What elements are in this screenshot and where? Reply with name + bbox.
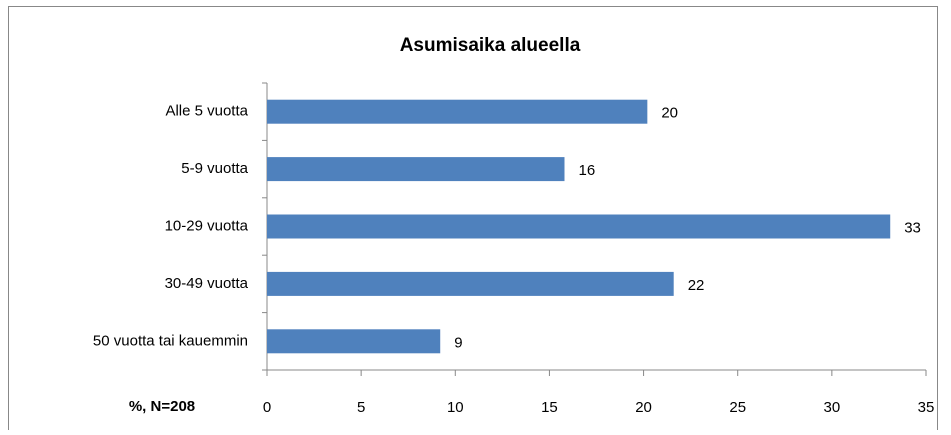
x-tick-label: 35 (918, 399, 935, 416)
bar (267, 214, 891, 239)
chart-title: Asumisaika alueella (400, 35, 581, 56)
bar (267, 99, 648, 124)
data-label: 33 (904, 219, 921, 236)
y-tick-label: Alle 5 vuotta (165, 103, 248, 120)
x-tick-label: 20 (635, 399, 652, 416)
data-label: 22 (688, 277, 705, 294)
x-tick-label: 10 (447, 399, 464, 416)
x-tick-label: 15 (541, 399, 558, 416)
x-tick-label: 5 (357, 399, 365, 416)
x-tick-label: 30 (824, 399, 841, 416)
bar (267, 271, 674, 296)
y-tick-label: 30-49 vuotta (165, 275, 249, 292)
x-tick-label: 25 (729, 399, 746, 416)
y-tick-label: 5-9 vuotta (181, 160, 248, 177)
bar (267, 329, 441, 354)
data-label: 20 (661, 105, 678, 122)
bar (267, 157, 565, 182)
x-tick-label: 0 (263, 399, 271, 416)
x-axis-label: %, N=208 (129, 398, 195, 415)
data-label: 16 (578, 162, 595, 179)
y-tick-label: 10-29 vuotta (165, 217, 249, 234)
y-tick-label: 50 vuotta tai kauemmin (93, 332, 248, 349)
chart-frame (8, 6, 938, 435)
data-label: 9 (454, 334, 462, 351)
